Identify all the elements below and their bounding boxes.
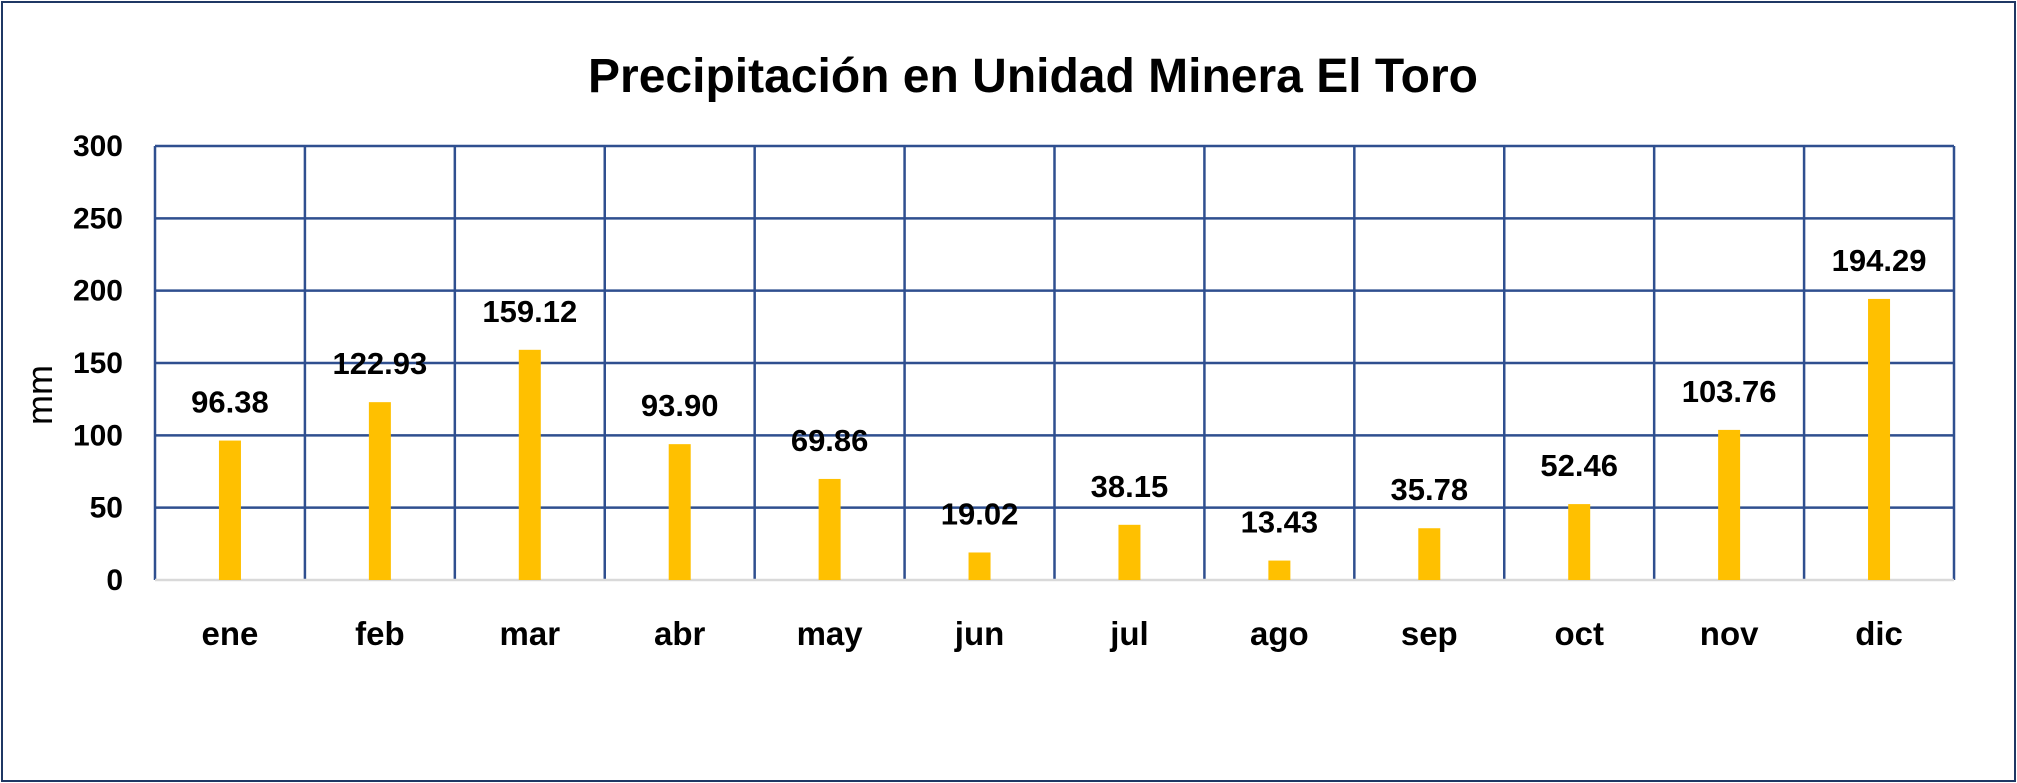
- label-layer: 0 50 100 150 200 250 300 96.38 ene 122.93 feb 159.1…: [73, 130, 1927, 652]
- x-tick-label: abr: [654, 615, 706, 652]
- x-tick-label: nov: [1700, 615, 1759, 652]
- x-tick-label: ene: [202, 615, 259, 652]
- y-axis-label: mm: [19, 365, 60, 425]
- bar-ene: [218, 440, 241, 580]
- bar-sep: [1418, 528, 1441, 580]
- grid-layer: [153, 144, 1956, 582]
- x-tick-label: oct: [1554, 615, 1604, 652]
- data-label: 159.12: [482, 294, 577, 329]
- bar-oct: [1568, 504, 1591, 580]
- bar-jun: [968, 552, 991, 580]
- x-tick-label: jun: [954, 615, 1004, 652]
- x-tick-label: feb: [355, 615, 405, 652]
- chart-title: Precipitación en Unidad Minera El Toro: [588, 50, 1478, 103]
- x-tick-label: dic: [1855, 615, 1903, 652]
- bar-ago: [1268, 560, 1291, 580]
- data-label: 103.76: [1682, 374, 1777, 409]
- y-tick-label: 200: [73, 275, 123, 308]
- x-tick-label: mar: [500, 615, 561, 652]
- x-tick-label: may: [797, 615, 864, 652]
- y-tick-label: 150: [73, 347, 123, 380]
- x-tick-label: jul: [1109, 615, 1149, 652]
- x-tick-label: ago: [1250, 615, 1309, 652]
- bar-layer: [218, 298, 1891, 580]
- data-label: 19.02: [941, 496, 1019, 531]
- bar-may: [818, 478, 841, 580]
- data-label: 13.43: [1241, 505, 1319, 540]
- y-tick-label: 50: [90, 492, 123, 525]
- data-label: 52.46: [1540, 448, 1618, 483]
- data-label: 122.93: [332, 346, 427, 381]
- y-tick-label: 100: [73, 419, 123, 452]
- data-label: 38.15: [1091, 469, 1169, 504]
- y-tick-label: 250: [73, 202, 123, 235]
- bar-jul: [1118, 524, 1141, 580]
- bar-dic: [1868, 298, 1891, 580]
- data-label: 194.29: [1832, 243, 1927, 278]
- x-tick-label: sep: [1401, 615, 1458, 652]
- data-label: 93.90: [641, 388, 719, 423]
- data-label: 35.78: [1391, 472, 1469, 507]
- bar-mar: [518, 349, 541, 580]
- data-label: 69.86: [791, 423, 869, 458]
- y-tick-label: 300: [73, 130, 123, 163]
- bar-abr: [668, 444, 691, 580]
- y-tick-label: 0: [106, 564, 123, 597]
- data-label: 96.38: [191, 385, 269, 420]
- bar-nov: [1718, 429, 1741, 580]
- bar-feb: [368, 402, 391, 580]
